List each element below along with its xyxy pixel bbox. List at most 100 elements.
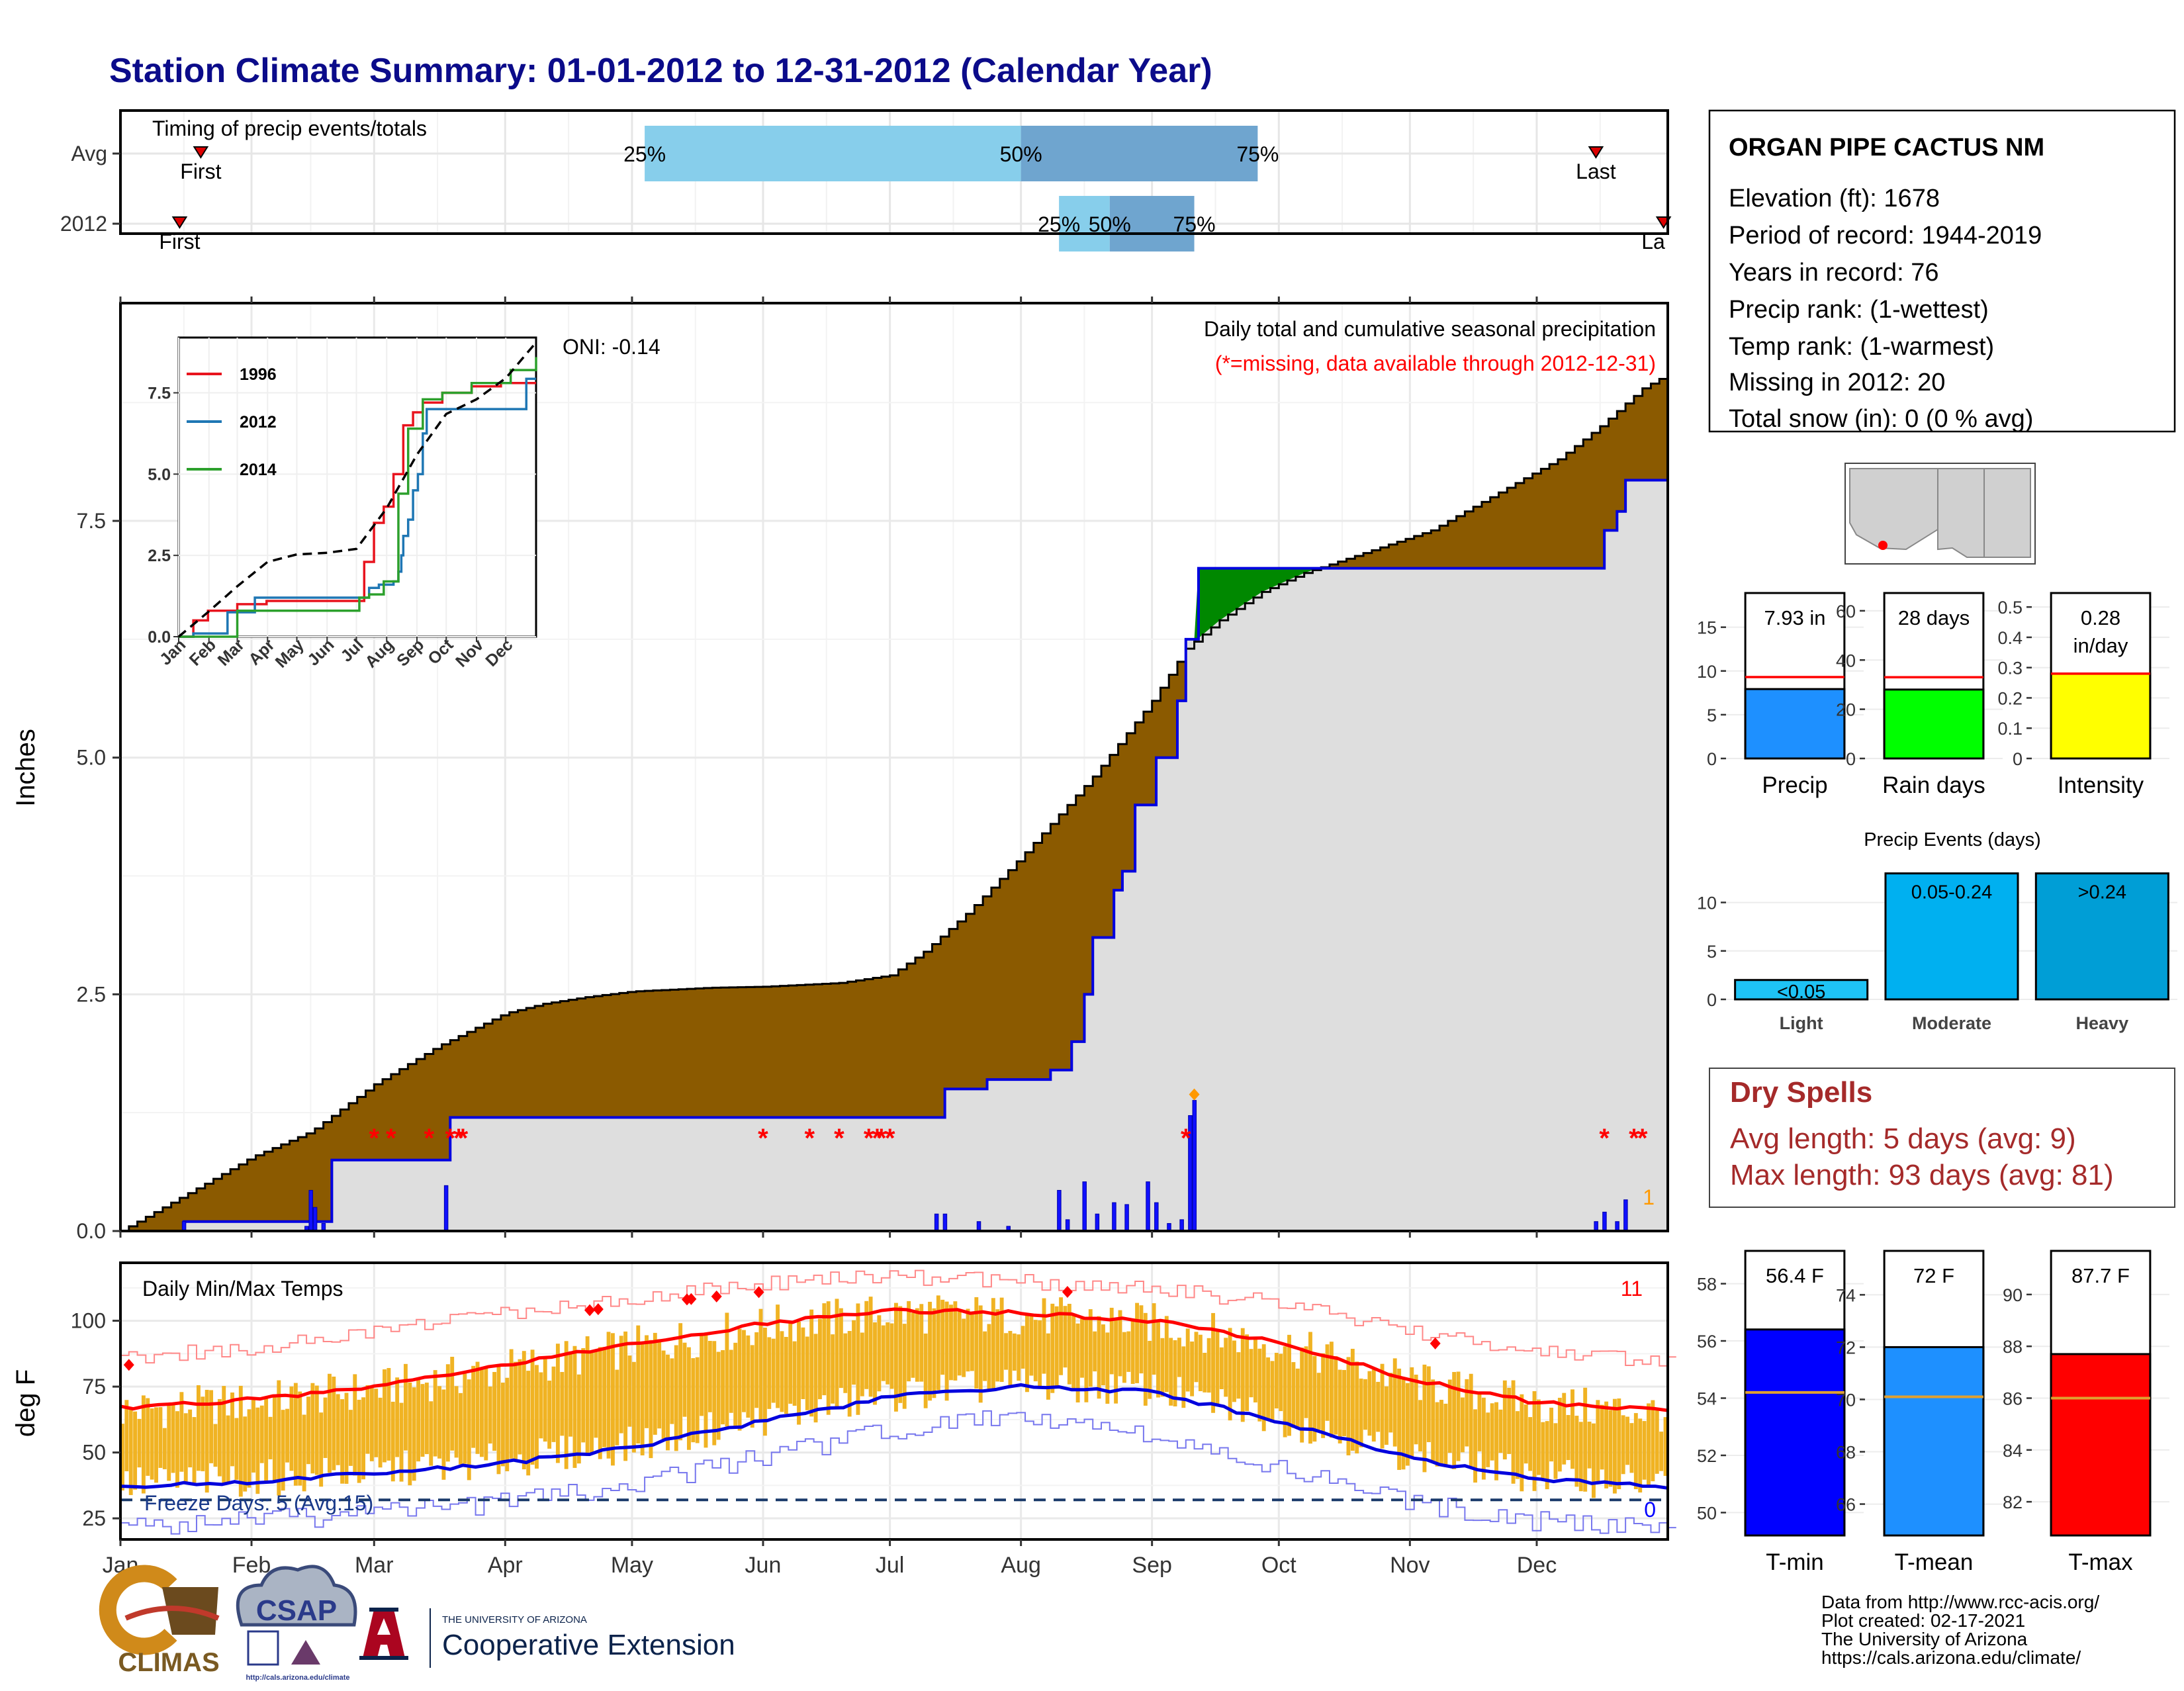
daily-temp-bar bbox=[839, 1308, 843, 1389]
daily-temp-bar bbox=[1063, 1306, 1068, 1368]
daily-temp-bar bbox=[1067, 1303, 1071, 1385]
daily-temp-bar bbox=[1050, 1303, 1055, 1393]
x-tick-label: Feb bbox=[232, 1553, 271, 1578]
daily-temp-bar bbox=[1367, 1371, 1372, 1436]
daily-temp-bar bbox=[1633, 1413, 1638, 1490]
daily-temp-bar bbox=[314, 1385, 319, 1475]
record-high-marker bbox=[753, 1286, 764, 1299]
daily-temp-bar bbox=[1655, 1410, 1659, 1474]
missing-day-marker: * bbox=[1637, 1124, 1648, 1153]
summary-y-tick-label: 54 bbox=[1697, 1389, 1717, 1409]
daily-temp-bar bbox=[1385, 1386, 1388, 1445]
x-tick-label: Oct bbox=[1261, 1553, 1297, 1578]
freeze-days-count: 0 bbox=[1644, 1498, 1656, 1522]
x-tick-label: May bbox=[611, 1553, 653, 1578]
daily-temp-bar bbox=[535, 1365, 539, 1469]
daily-temp-bar bbox=[1334, 1356, 1338, 1435]
daily-temp-bar bbox=[217, 1398, 222, 1477]
daily-temp-bar bbox=[416, 1378, 421, 1462]
daily-temp-bar bbox=[619, 1336, 623, 1434]
daily-temp-bar bbox=[340, 1399, 345, 1484]
inset-x-tick-label: Jun bbox=[304, 635, 338, 669]
daily-temp-bar bbox=[479, 1367, 484, 1457]
dry-spells-avg: Avg length: 5 days (avg: 9) bbox=[1730, 1122, 2076, 1155]
daily-temp-bar bbox=[1490, 1403, 1494, 1461]
missing-day-marker: * bbox=[453, 1124, 464, 1153]
timing-bar-25-50 bbox=[645, 126, 1021, 181]
daily-temp-bar bbox=[776, 1304, 780, 1408]
summary-y-tick-label: 70 bbox=[1836, 1390, 1856, 1410]
daily-temp-bar bbox=[328, 1373, 332, 1473]
daily-temp-bar bbox=[1232, 1340, 1236, 1402]
daily-temp-bar bbox=[120, 1424, 124, 1491]
first-event-marker bbox=[171, 216, 188, 229]
daily-temp-bar bbox=[361, 1397, 365, 1480]
daily-temp-bar bbox=[911, 1312, 915, 1378]
daily-temp-bar bbox=[1173, 1340, 1177, 1407]
timing-bar-25-50 bbox=[1059, 196, 1110, 251]
daily-temp-bar bbox=[611, 1333, 615, 1466]
daily-temp-bar bbox=[1059, 1297, 1064, 1375]
daily-temp-bar bbox=[1012, 1333, 1017, 1371]
daily-temp-bar bbox=[471, 1365, 476, 1448]
daily-precip-bar bbox=[1146, 1181, 1150, 1232]
daily-temp-bar bbox=[915, 1308, 919, 1382]
daily-temp-bar bbox=[670, 1358, 674, 1424]
daily-temp-bar bbox=[1093, 1331, 1097, 1372]
daily-temp-bar bbox=[970, 1314, 974, 1371]
surplus-area bbox=[1194, 568, 1317, 642]
daily-temp-bar bbox=[560, 1371, 565, 1436]
daily-precip-bar bbox=[443, 1185, 449, 1232]
daily-temp-bar bbox=[1638, 1418, 1643, 1493]
temp-y-label: deg F bbox=[11, 1369, 40, 1437]
daily-temp-bar bbox=[805, 1336, 809, 1410]
summary-bar bbox=[1883, 688, 1985, 760]
daily-temp-bar bbox=[1557, 1397, 1562, 1472]
summary-y-tick-label: 88 bbox=[2003, 1337, 2023, 1357]
events-bar bbox=[2034, 872, 2169, 1001]
daily-temp-bar bbox=[1545, 1421, 1549, 1490]
timing-row-label: Avg bbox=[71, 142, 107, 165]
daily-temp-bar bbox=[1029, 1314, 1034, 1376]
daily-temp-bar bbox=[649, 1340, 653, 1459]
daily-temp-bar bbox=[357, 1399, 361, 1483]
cooperative-extension: Cooperative Extension bbox=[442, 1629, 735, 1661]
daily-temp-bar bbox=[1203, 1352, 1207, 1393]
daily-temp-bar bbox=[1274, 1353, 1279, 1409]
daily-temp-bar bbox=[1101, 1324, 1105, 1386]
summary-y-tick-label: 0.4 bbox=[1997, 628, 2023, 648]
daily-temp-bar bbox=[1380, 1363, 1385, 1449]
daily-temp-bar bbox=[1206, 1338, 1211, 1393]
daily-temp-bar bbox=[1439, 1400, 1443, 1464]
daily-temp-bar bbox=[555, 1344, 560, 1463]
daily-temp-bar bbox=[1659, 1432, 1664, 1471]
normal-min-line bbox=[120, 1383, 1668, 1490]
daily-temp-bar bbox=[590, 1351, 594, 1454]
station-location-dot bbox=[1878, 541, 1888, 550]
daily-temp-bar bbox=[966, 1308, 970, 1372]
daily-temp-bar bbox=[666, 1354, 670, 1451]
daily-temp-bar bbox=[1109, 1307, 1114, 1375]
csap-url: http://cals.arizona.edu/climate bbox=[246, 1674, 349, 1682]
daily-temp-bar bbox=[1452, 1371, 1457, 1469]
daily-temp-bar bbox=[1190, 1341, 1195, 1396]
timing-bar-50-75 bbox=[1109, 196, 1195, 251]
daily-temp-bar bbox=[1363, 1379, 1367, 1430]
missing-day-marker: * bbox=[424, 1124, 435, 1153]
oni-label: ONI: -0.14 bbox=[563, 335, 660, 359]
daily-temp-bar bbox=[277, 1380, 281, 1496]
daily-temp-bar bbox=[530, 1349, 535, 1465]
daily-temp-bar bbox=[1583, 1387, 1588, 1492]
daily-temp-bar bbox=[1516, 1411, 1520, 1479]
summary-y-tick-label: 10 bbox=[1697, 662, 1717, 682]
daily-temp-bar bbox=[374, 1389, 379, 1457]
daily-temp-bar bbox=[238, 1385, 243, 1497]
daily-precip-bar bbox=[976, 1221, 981, 1232]
daily-temp-bar bbox=[868, 1297, 873, 1397]
daily-temp-bar bbox=[636, 1325, 641, 1444]
daily-temp-bar bbox=[1025, 1314, 1029, 1393]
daily-temp-bar bbox=[712, 1341, 717, 1445]
daily-temp-bar bbox=[889, 1323, 894, 1389]
daily-temp-bar bbox=[1236, 1352, 1241, 1399]
daily-temp-bar bbox=[383, 1369, 387, 1463]
